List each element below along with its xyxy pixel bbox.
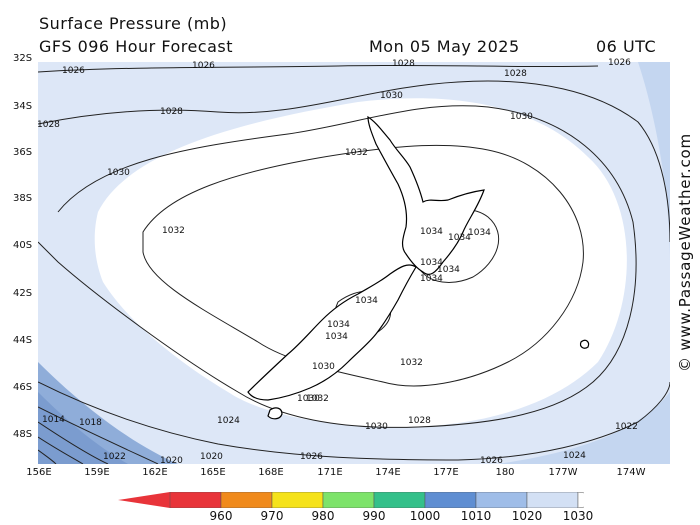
- lat-label: 46S: [13, 382, 33, 393]
- legend-tick-label: 980: [311, 509, 335, 523]
- lon-label: 168E: [258, 467, 284, 478]
- isobar-label: 1030: [510, 112, 533, 122]
- isobar-label: 1034: [420, 227, 443, 237]
- lat-label: 40S: [13, 240, 33, 251]
- lon-label: 159E: [84, 467, 110, 478]
- isobar-label: 1030: [107, 168, 130, 178]
- isobar-label: 1032: [162, 226, 185, 236]
- isobar-label: 1018: [79, 418, 102, 428]
- legend-tick-label: 1010: [460, 509, 492, 523]
- lat-label: 34S: [13, 101, 33, 112]
- legend-tick-label: 970: [260, 509, 284, 523]
- isobar-label: 1030: [297, 394, 320, 404]
- legend-tick-label: 960: [209, 509, 233, 523]
- isobar-1030: [38, 105, 637, 428]
- isobar-label: 1028: [160, 107, 183, 117]
- isobar-label: 1026: [300, 452, 323, 462]
- isobar-label: 1034: [420, 274, 443, 284]
- legend-tick-label: 1000: [409, 509, 441, 523]
- isobar-1018: [38, 436, 84, 464]
- isobar-label: 1034: [325, 332, 348, 342]
- isobar-label: 1032: [345, 148, 368, 158]
- forecast-time: 06 UTC: [596, 37, 657, 56]
- isobar-1028-top: [38, 80, 670, 243]
- lat-label: 38S: [13, 193, 33, 204]
- isobar-label: 1026: [480, 456, 503, 466]
- isobar-1014: [38, 449, 57, 464]
- legend-tick-label: 1020: [511, 509, 543, 523]
- lon-label: 162E: [142, 467, 168, 478]
- isobar-label: 1026: [608, 58, 631, 68]
- lat-label: 32S: [13, 53, 33, 64]
- isobar-label: 1026: [62, 66, 85, 76]
- lon-label: 174E: [375, 467, 401, 478]
- isobar-label: 1022: [615, 422, 638, 432]
- high-pressure-core: [94, 98, 627, 427]
- lon-label: 177W: [548, 467, 578, 478]
- south-island: [247, 264, 417, 401]
- isobar-label: 1030: [365, 422, 388, 432]
- chart-title: Surface Pressure (mb): [39, 14, 228, 33]
- legend-swatch: [475, 491, 528, 509]
- lon-label: 177E: [433, 467, 459, 478]
- legend-colorbar: [118, 491, 631, 509]
- right-edge-band: [638, 62, 670, 262]
- isobar-1022: [38, 406, 159, 464]
- isobar-label: 1030: [380, 91, 403, 101]
- isobar-label: 1032: [400, 358, 423, 368]
- legend-swatch: [424, 491, 477, 509]
- lon-label: 171E: [317, 467, 343, 478]
- credit-text: © www.PassageWeather.com: [676, 133, 694, 372]
- lat-label: 48S: [13, 429, 33, 440]
- isobar-label: 1034: [448, 233, 471, 243]
- lat-label: 42S: [13, 288, 33, 299]
- forecast-date: Mon 05 May 2025: [369, 37, 520, 56]
- isobar-label: 1022: [103, 452, 126, 462]
- legend-swatch: [169, 491, 222, 509]
- isobar-label: 1034: [420, 258, 443, 268]
- isobar-1026-top: [38, 64, 599, 73]
- bottom-right-band: [498, 392, 670, 464]
- isobar-label: 1028: [408, 416, 431, 426]
- legend-swatch: [271, 491, 324, 509]
- isobar-label: 1028: [392, 59, 415, 69]
- lat-label: 44S: [13, 335, 33, 346]
- isobar-label: 1020: [160, 456, 183, 466]
- legend-swatch: [322, 491, 375, 509]
- isobar-label: 1028: [504, 69, 527, 79]
- legend-swatch: [373, 491, 426, 509]
- isobar-1032: [142, 144, 584, 387]
- chatham-islands: [579, 339, 590, 349]
- legend-swatch: [526, 491, 579, 509]
- isobar-label: 1034: [355, 296, 378, 306]
- isobar-label: 1032: [306, 394, 329, 404]
- isobar-label: 1020: [200, 452, 223, 462]
- isobar-label: 1030: [312, 362, 335, 372]
- legend-tick-label: 1030: [562, 509, 594, 523]
- isobar-label: 1024: [217, 416, 240, 426]
- legend-arrow-left: [118, 492, 170, 508]
- forecast-model: GFS 096 Hour Forecast: [39, 37, 234, 56]
- stewart-island: [267, 407, 283, 420]
- lon-label: 165E: [200, 467, 226, 478]
- north-island: [367, 115, 485, 275]
- lon-label: 180: [495, 467, 515, 478]
- isobar-label: 1014: [42, 415, 65, 425]
- isobar-1020: [38, 421, 109, 464]
- low-pressure-band-mid: [38, 392, 128, 464]
- isobar-label: 1024: [563, 451, 586, 461]
- pressure-map: [38, 62, 670, 464]
- lat-label: 36S: [13, 147, 33, 158]
- isobar-label: 1034: [437, 265, 460, 275]
- lon-label: 156E: [26, 467, 52, 478]
- isobar-label: 1026: [192, 61, 215, 71]
- legend-tick-label: 990: [362, 509, 386, 523]
- isobar-1024: [38, 381, 670, 461]
- legend-swatch: [220, 491, 273, 509]
- legend-arrow-right: [577, 491, 631, 509]
- lon-label: 174W: [616, 467, 646, 478]
- isobar-label: 1034: [327, 320, 350, 330]
- isobar-label: 1028: [37, 120, 60, 130]
- isobar-label: 1034: [468, 228, 491, 238]
